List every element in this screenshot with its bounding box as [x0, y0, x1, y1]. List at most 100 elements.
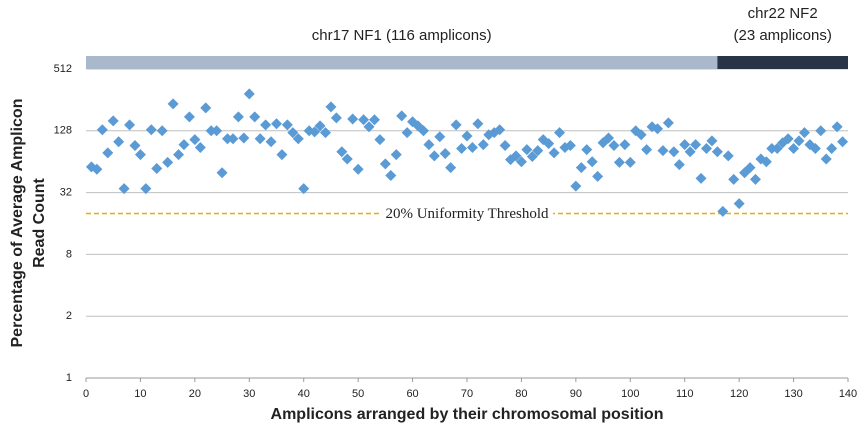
x-tick-label: 60 — [406, 388, 418, 400]
data-point — [581, 144, 593, 156]
data-point — [292, 133, 304, 145]
data-point — [129, 140, 141, 152]
data-point — [788, 143, 800, 155]
data-point — [298, 183, 310, 195]
data-point — [183, 111, 195, 123]
x-tick-label: 30 — [243, 388, 255, 400]
data-point — [798, 127, 810, 139]
threshold-label-bg — [381, 205, 554, 222]
data-point — [287, 127, 299, 139]
data-point — [341, 153, 353, 165]
data-point — [728, 173, 740, 185]
data-point — [96, 124, 108, 136]
data-point — [521, 144, 533, 156]
data-point — [684, 146, 696, 158]
data-point — [401, 127, 413, 139]
region-bar — [717, 56, 848, 69]
data-point — [167, 98, 179, 110]
data-point — [390, 149, 402, 161]
data-point — [162, 156, 174, 168]
data-point — [281, 119, 293, 131]
data-point — [216, 167, 228, 179]
data-point — [603, 132, 615, 144]
data-point — [477, 139, 489, 151]
data-point — [249, 111, 261, 123]
data-point — [271, 118, 282, 130]
data-point — [515, 156, 527, 168]
data-point — [657, 145, 669, 157]
data-point — [124, 119, 136, 131]
data-point — [679, 139, 691, 151]
data-point — [461, 130, 473, 142]
data-point — [319, 127, 331, 139]
data-point — [624, 156, 636, 168]
data-point — [826, 143, 838, 155]
data-point — [134, 149, 146, 161]
data-point — [619, 139, 631, 151]
data-point — [314, 120, 326, 132]
data-point — [363, 121, 375, 133]
x-tick-label: 20 — [189, 388, 201, 400]
data-point — [173, 149, 185, 161]
data-point — [423, 139, 435, 151]
data-point — [102, 147, 114, 159]
data-point — [771, 143, 783, 155]
data-point — [200, 102, 212, 114]
data-point — [238, 132, 250, 144]
data-point — [608, 140, 620, 152]
x-tick-label: 140 — [839, 388, 857, 400]
data-point — [156, 125, 168, 137]
data-point — [445, 162, 457, 174]
data-point — [374, 134, 386, 146]
data-point — [151, 162, 163, 174]
region-label: (23 amplicons) — [733, 27, 831, 44]
data-point — [722, 150, 734, 162]
y-tick-label: 2 — [66, 310, 72, 322]
data-point — [140, 183, 152, 195]
data-point — [243, 88, 255, 100]
data-point — [450, 119, 462, 131]
x-tick-label: 0 — [83, 388, 89, 400]
data-point — [820, 153, 832, 165]
data-point — [749, 173, 761, 185]
data-point — [564, 140, 576, 152]
data-point — [554, 127, 566, 139]
data-point — [711, 146, 723, 158]
data-point — [543, 138, 555, 150]
x-tick-label: 50 — [352, 388, 364, 400]
x-tick-label: 80 — [515, 388, 527, 400]
data-point — [494, 124, 506, 136]
data-point — [91, 163, 103, 175]
data-point — [695, 172, 707, 184]
x-tick-label: 130 — [784, 388, 802, 400]
data-point — [358, 114, 370, 126]
region-bar — [86, 56, 718, 69]
data-point — [613, 156, 625, 168]
data-point — [831, 121, 843, 133]
data-point — [662, 117, 674, 129]
data-point — [760, 156, 772, 168]
data-point — [330, 112, 342, 124]
data-point — [276, 149, 288, 161]
data-point — [793, 135, 805, 147]
data-point — [548, 147, 560, 159]
data-point — [227, 133, 239, 145]
data-point — [690, 139, 702, 151]
data-point — [107, 115, 119, 127]
data-point — [744, 162, 756, 174]
data-point — [466, 142, 478, 154]
y-tick-label: 128 — [54, 125, 72, 137]
data-point — [586, 156, 598, 168]
data-point — [347, 113, 359, 125]
data-point — [145, 124, 157, 136]
data-point — [532, 145, 544, 157]
data-point — [352, 163, 364, 175]
data-point — [526, 150, 538, 162]
data-point — [396, 110, 408, 122]
x-tick-label: 100 — [621, 388, 639, 400]
data-point — [815, 125, 827, 137]
data-point — [733, 198, 745, 210]
data-point — [499, 140, 511, 152]
data-point — [309, 126, 321, 138]
